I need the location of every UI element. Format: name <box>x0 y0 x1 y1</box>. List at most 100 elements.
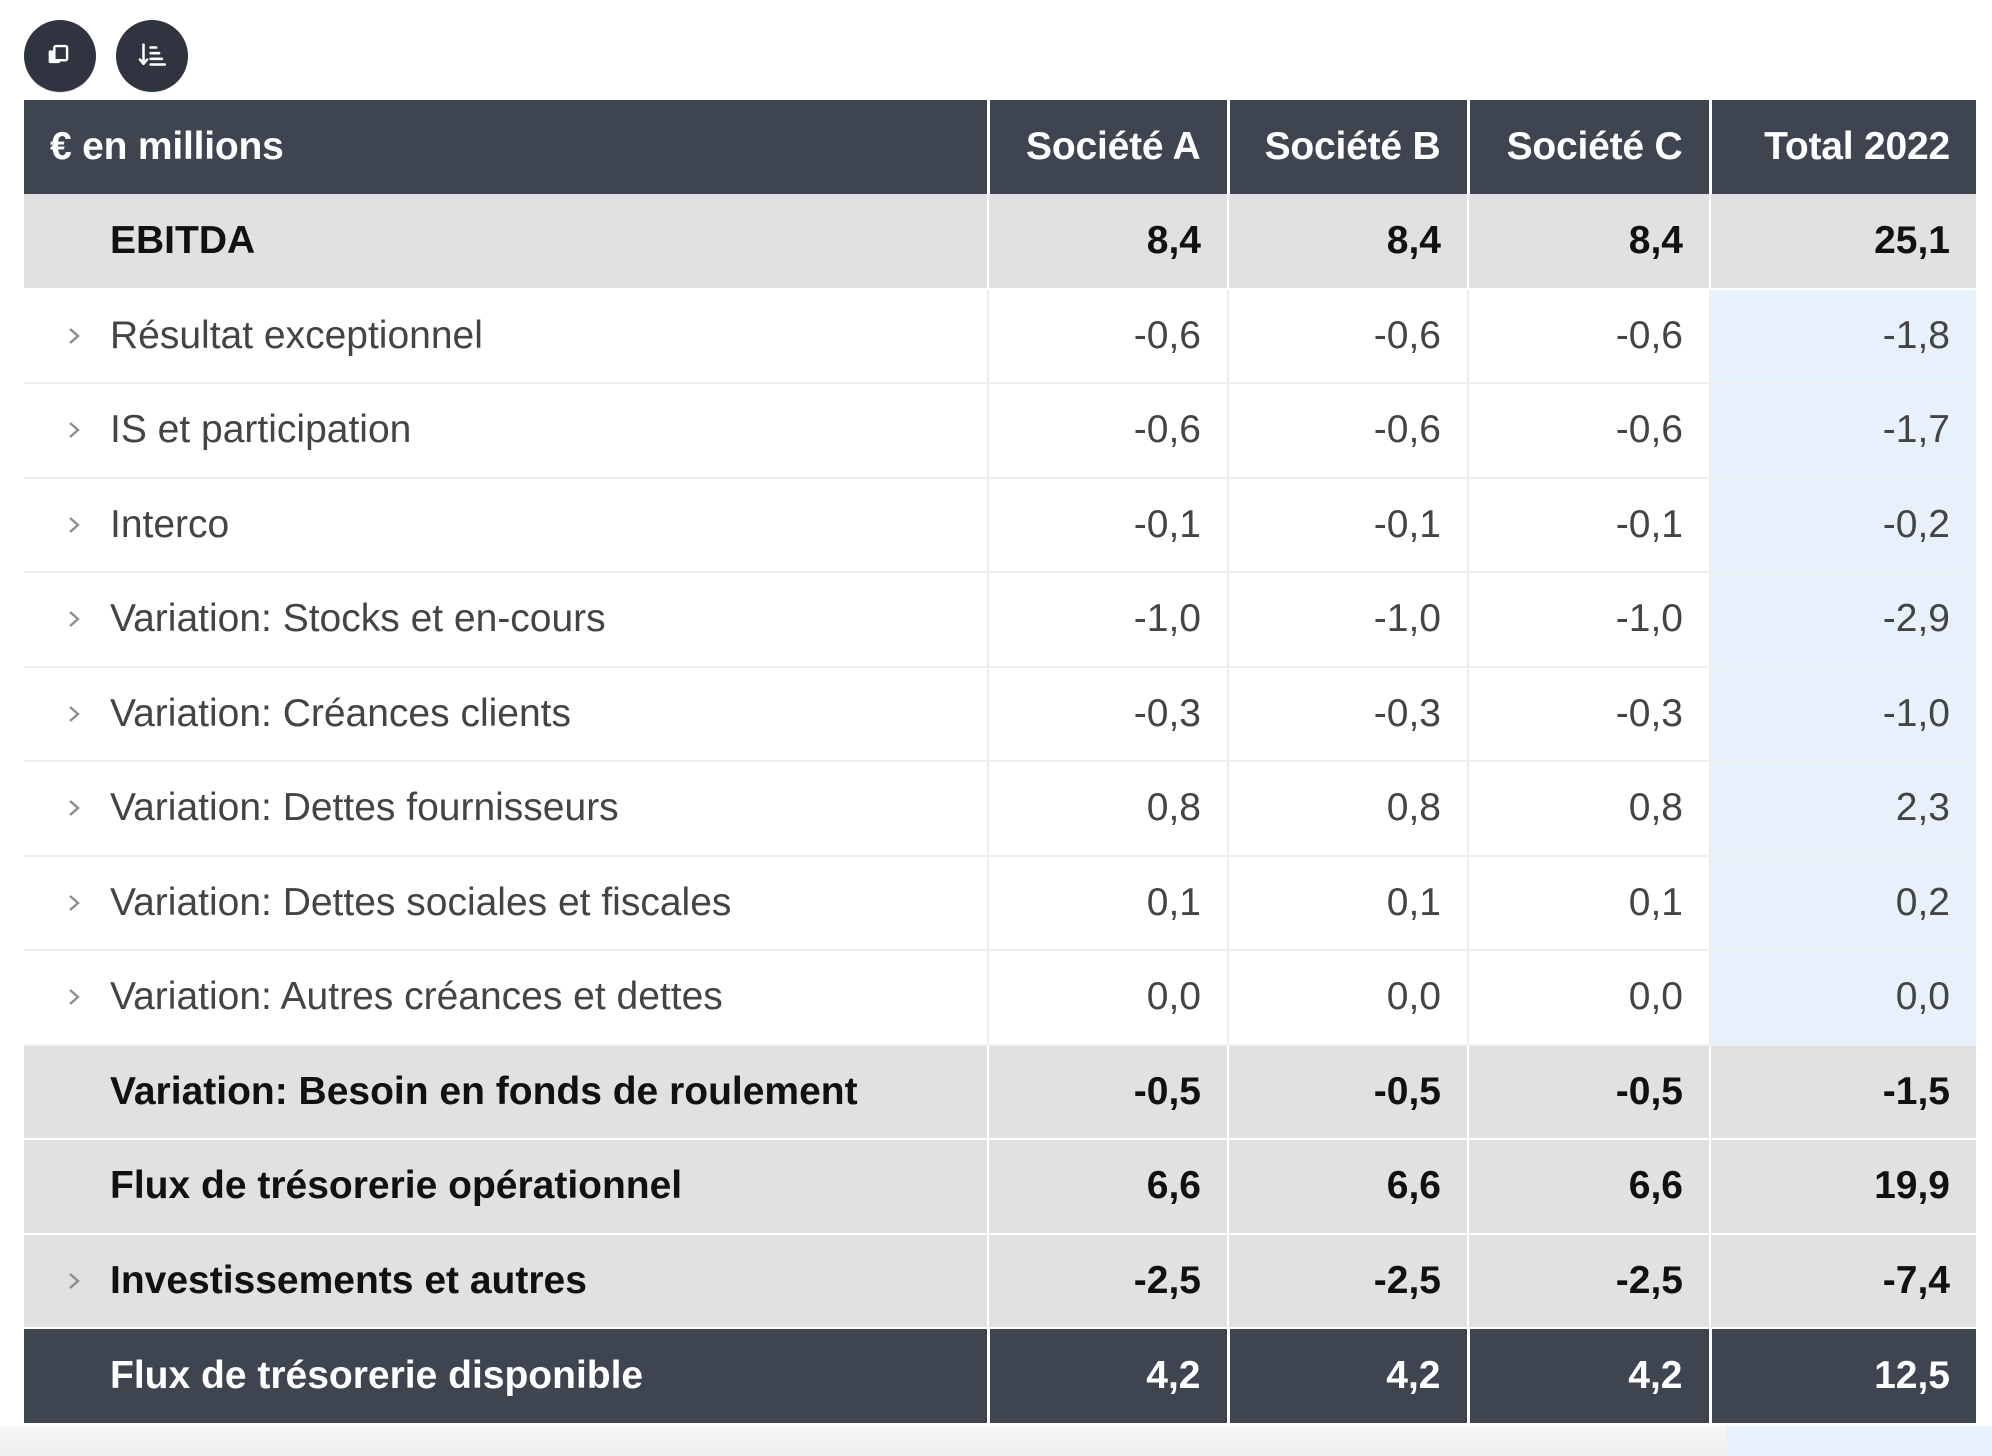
table-row[interactable]: Variation: Dettes sociales et fiscales 0… <box>24 855 1976 951</box>
cell-societe-c: 0,1 <box>1468 855 1711 951</box>
row-label: Résultat exceptionnel <box>110 313 483 357</box>
copy-button[interactable] <box>24 20 96 92</box>
row-label: EBITDA <box>24 194 989 290</box>
row-label: Flux de trésorerie opérationnel <box>24 1139 989 1235</box>
row-label: Variation: Besoin en fonds de roulement <box>24 1044 989 1140</box>
chevron-right-icon[interactable] <box>64 1271 84 1291</box>
chevron-right-icon[interactable] <box>64 420 84 440</box>
cell-societe-b: -2,5 <box>1228 1233 1469 1329</box>
cell-societe-a: 8,4 <box>988 194 1229 290</box>
cashflow-table: € en millions Société A Société B Sociét… <box>24 100 1976 1423</box>
table-row[interactable]: IS et participation -0,6 -0,6 -0,6 -1,7 <box>24 383 1976 479</box>
cell-societe-a: -0,5 <box>988 1044 1229 1140</box>
row-label-cell: Interco <box>24 477 989 573</box>
cell-societe-c: -0,5 <box>1468 1044 1711 1140</box>
row-label: Flux de trésorerie disponible <box>24 1328 990 1423</box>
cell-societe-b: -0,6 <box>1228 288 1469 384</box>
cell-societe-a: 0,0 <box>988 950 1229 1046</box>
row-label-cell: Variation: Autres créances et dettes <box>24 950 989 1046</box>
chevron-right-icon[interactable] <box>64 987 84 1007</box>
cell-total-2022: -0,2 <box>1710 477 1976 573</box>
cell-societe-a: -1,0 <box>988 572 1229 668</box>
table-row[interactable]: Variation: Autres créances et dettes 0,0… <box>24 950 1976 1046</box>
cell-societe-b: -0,3 <box>1228 666 1469 762</box>
cell-societe-a: 4,2 <box>988 1328 1230 1423</box>
cell-total-2022: -1,5 <box>1710 1044 1976 1140</box>
column-header-societe-b: Société B <box>1228 100 1470 194</box>
cell-total-2022: -1,0 <box>1710 666 1976 762</box>
table-row[interactable]: Variation: Stocks et en-cours -1,0 -1,0 … <box>24 572 1976 668</box>
copy-icon <box>48 44 69 64</box>
cell-societe-c: 6,6 <box>1468 1139 1711 1235</box>
row-label: Investissements et autres <box>110 1258 587 1302</box>
cell-societe-b: 0,8 <box>1228 761 1469 857</box>
cell-total-2022: 2,3 <box>1710 761 1976 857</box>
cell-societe-b: 8,4 <box>1228 194 1469 290</box>
chevron-right-icon[interactable] <box>64 893 84 913</box>
row-label-cell: Investissements et autres <box>24 1233 989 1329</box>
table-toolbar <box>24 20 188 92</box>
cell-total-2022: 19,9 <box>1710 1139 1976 1235</box>
cell-societe-b: 4,2 <box>1228 1328 1470 1423</box>
row-label: Variation: Créances clients <box>110 691 571 735</box>
table-row[interactable]: Investissements et autres -2,5 -2,5 -2,5… <box>24 1233 1976 1329</box>
table-row[interactable]: Interco -0,1 -0,1 -0,1 -0,2 <box>24 477 1976 573</box>
cell-societe-b: 0,1 <box>1228 855 1469 951</box>
cell-total-2022: 0,2 <box>1710 855 1976 951</box>
cell-societe-a: -0,6 <box>988 288 1229 384</box>
cell-societe-a: 6,6 <box>988 1139 1229 1235</box>
cell-societe-b: -0,5 <box>1228 1044 1469 1140</box>
cashflow-table-container: € en millions Société A Société B Sociét… <box>24 100 1976 1456</box>
cell-societe-c: 4,2 <box>1468 1328 1712 1423</box>
cell-total-2022: 25,1 <box>1710 194 1976 290</box>
cell-total-2022: -1,7 <box>1710 383 1976 479</box>
cell-societe-c: -2,5 <box>1468 1233 1711 1329</box>
table-row[interactable]: Variation: Créances clients -0,3 -0,3 -0… <box>24 666 1976 762</box>
table-row: EBITDA 8,4 8,4 8,4 25,1 <box>24 194 1976 290</box>
cell-total-2022: -1,8 <box>1710 288 1976 384</box>
cell-societe-a: 0,8 <box>988 761 1229 857</box>
row-label-cell: Variation: Dettes fournisseurs <box>24 761 989 857</box>
cell-societe-a: -2,5 <box>988 1233 1229 1329</box>
table-row[interactable]: Résultat exceptionnel -0,6 -0,6 -0,6 -1,… <box>24 288 1976 384</box>
cell-societe-b: -0,6 <box>1228 383 1469 479</box>
table-row: Flux de trésorerie disponible 4,2 4,2 4,… <box>24 1328 1976 1423</box>
column-header-total-2022: Total 2022 <box>1710 100 1976 194</box>
cell-total-2022: 12,5 <box>1710 1328 1976 1423</box>
chevron-right-icon[interactable] <box>64 326 84 346</box>
row-label: Interco <box>110 502 230 546</box>
row-label: Variation: Dettes fournisseurs <box>110 786 619 830</box>
cell-societe-c: -0,3 <box>1468 666 1711 762</box>
chevron-right-icon[interactable] <box>64 609 84 629</box>
cell-societe-b: 6,6 <box>1228 1139 1469 1235</box>
cell-societe-c: -1,0 <box>1468 572 1711 668</box>
cell-societe-a: -0,1 <box>988 477 1229 573</box>
total-column-tail <box>1726 1426 1992 1456</box>
sort-button[interactable] <box>116 20 188 92</box>
table-scroll-edge <box>0 1426 1992 1456</box>
cell-total-2022: -2,9 <box>1710 572 1976 668</box>
cell-societe-b: -0,1 <box>1228 477 1469 573</box>
column-header-societe-a: Société A <box>988 100 1230 194</box>
cell-societe-c: 8,4 <box>1468 194 1711 290</box>
cell-total-2022: -7,4 <box>1710 1233 1976 1329</box>
column-header-societe-c: Société C <box>1468 100 1712 194</box>
row-label: Variation: Stocks et en-cours <box>110 597 606 641</box>
table-row: Flux de trésorerie opérationnel 6,6 6,6 … <box>24 1139 1976 1235</box>
cell-societe-c: 0,8 <box>1468 761 1711 857</box>
cell-societe-c: -0,6 <box>1468 383 1711 479</box>
row-label-cell: Résultat exceptionnel <box>24 288 989 384</box>
chevron-right-icon[interactable] <box>64 515 84 535</box>
cell-societe-c: 0,0 <box>1468 950 1711 1046</box>
row-label: Variation: Autres créances et dettes <box>110 975 723 1019</box>
chevron-right-icon[interactable] <box>64 798 84 818</box>
cell-societe-b: 0,0 <box>1228 950 1469 1046</box>
table-row: Variation: Besoin en fonds de roulement … <box>24 1044 1976 1140</box>
chevron-right-icon[interactable] <box>64 704 84 724</box>
row-label-cell: Variation: Dettes sociales et fiscales <box>24 855 989 951</box>
row-label-cell: Variation: Créances clients <box>24 666 989 762</box>
cell-societe-b: -1,0 <box>1228 572 1469 668</box>
row-label: Variation: Dettes sociales et fiscales <box>110 880 732 924</box>
table-row[interactable]: Variation: Dettes fournisseurs 0,8 0,8 0… <box>24 761 1976 857</box>
